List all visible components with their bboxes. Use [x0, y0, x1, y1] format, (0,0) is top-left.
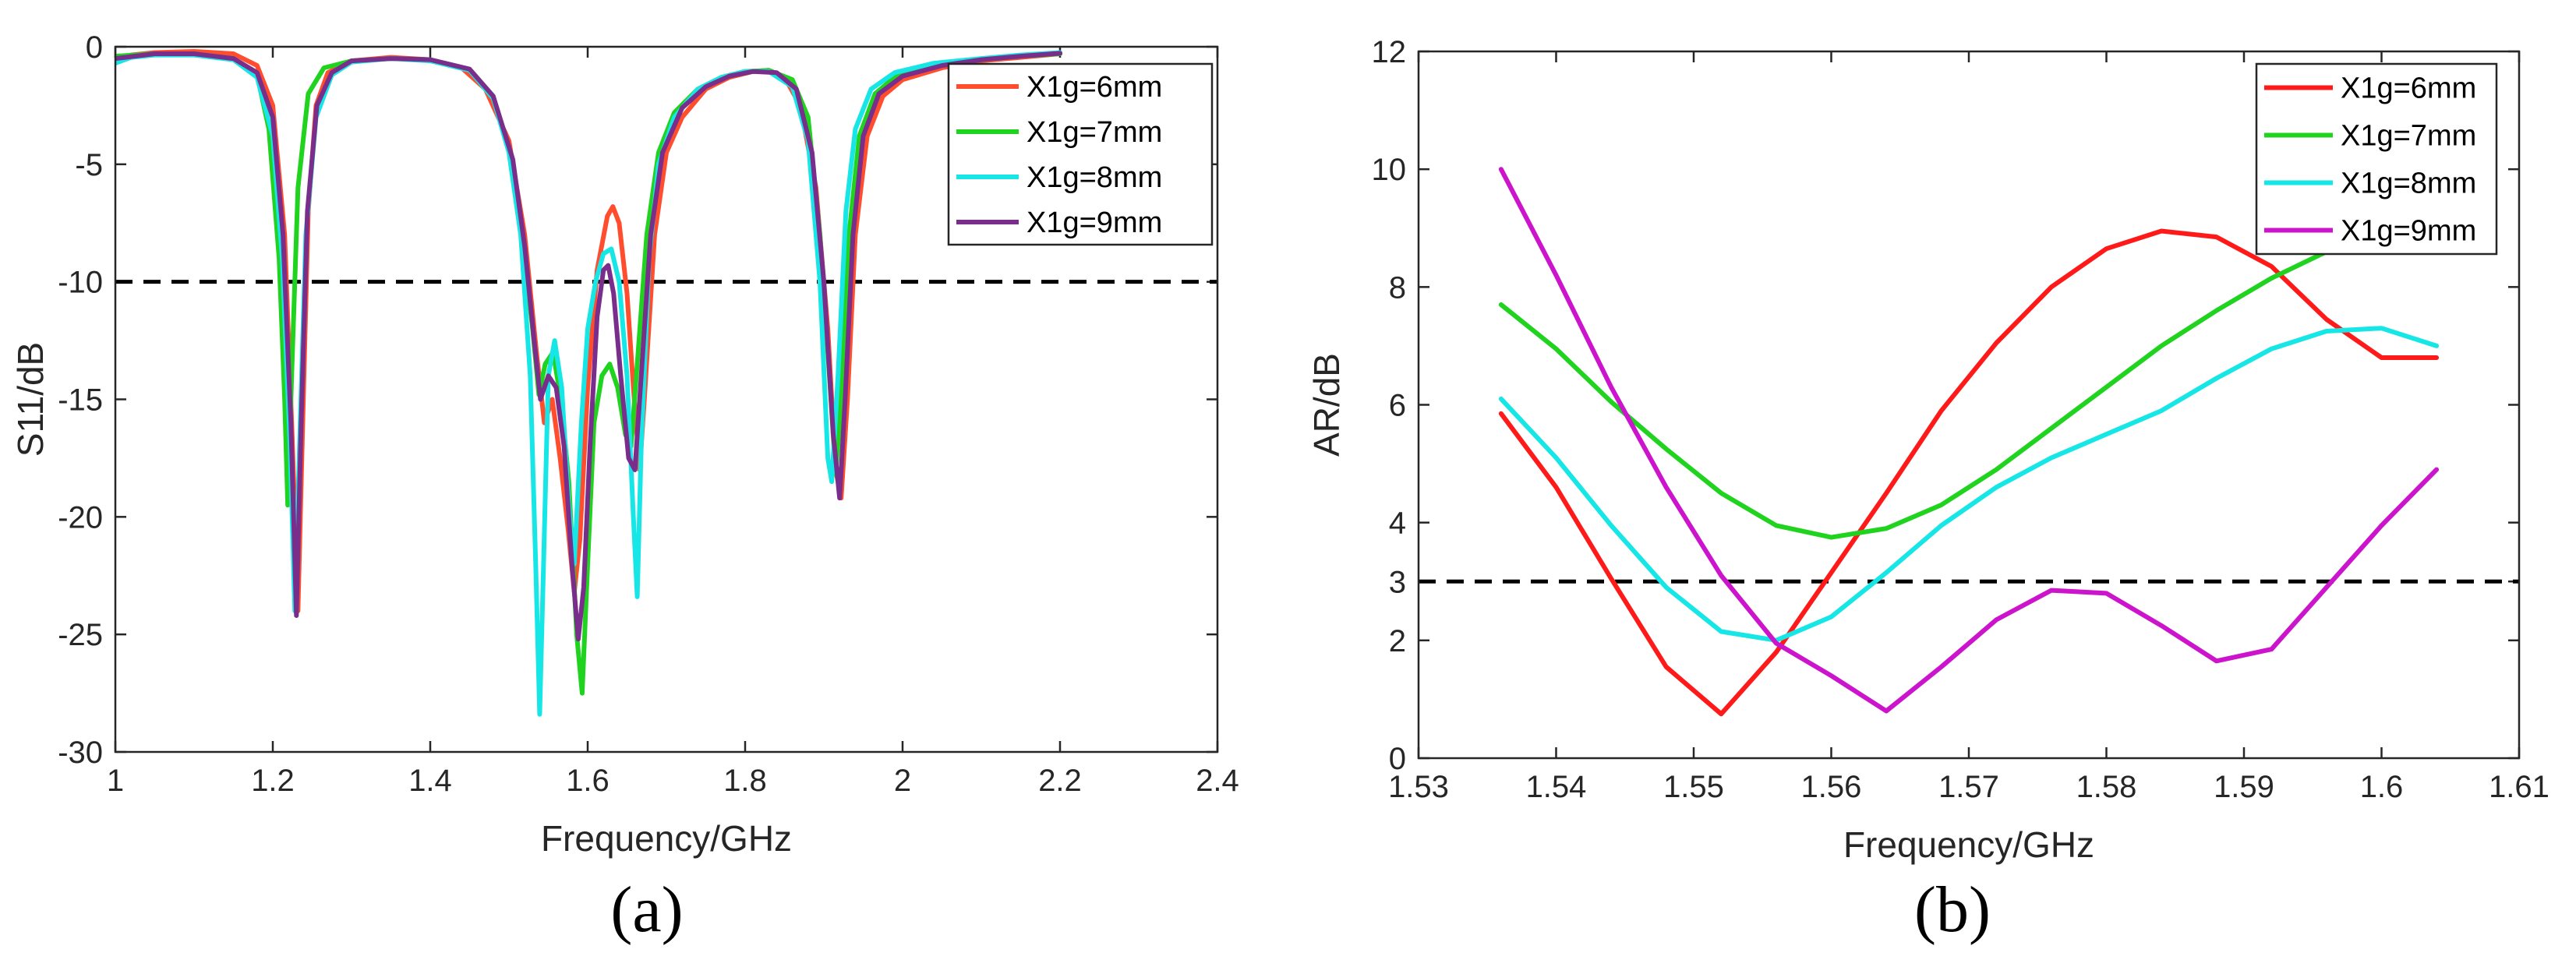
chart-b: 1.53 1.54 1.55 1.56 1.57 1.58 1.59 1.6 1.61 0 2 3 4 6… [1306, 35, 2549, 946]
x-tick-label: 1.55 [1663, 770, 1724, 804]
x-tick-label: 1.4 [408, 764, 452, 798]
x-tick-label: 1.8 [723, 764, 767, 798]
x-tick-label: 1.2 [251, 764, 295, 798]
plot-frame [1417, 50, 2521, 760]
y-tick-label: 4 [1389, 506, 1406, 541]
series-line-2 [1498, 249, 2329, 540]
y-tick-label: 6 [1389, 389, 1406, 423]
legend: X1g=6mm X1g=7mm X1g=8mm X1g=9mm [947, 62, 1214, 246]
y-tick-label: 8 [1389, 270, 1406, 305]
legend-label: X1g=6mm [2341, 72, 2476, 105]
series-line-4 [1498, 167, 2440, 714]
y-tick-label: -20 [58, 500, 103, 535]
y-tick-label: 2 [1389, 624, 1406, 658]
legend: X1g=6mm X1g=7mm X1g=8mm X1g=9mm [2255, 62, 2498, 256]
x-tick-label: 1.58 [2076, 770, 2137, 804]
y-axis-label: S11/dB [10, 342, 51, 457]
x-tick-label: 2.2 [1038, 764, 1082, 798]
x-tick-label: 1.53 [1388, 770, 1449, 804]
y-tick-label: 0 [86, 30, 103, 65]
x-tick-label: 2 [894, 764, 911, 798]
x-tick-label: 2.4 [1196, 764, 1239, 798]
y-tick-label: -25 [58, 618, 103, 652]
y-tick-label: -30 [58, 736, 103, 770]
legend-label: X1g=7mm [1027, 116, 1162, 149]
x-tick-label: 1.6 [566, 764, 610, 798]
x-axis-label: Frequency/GHz [1843, 824, 2094, 865]
y-tick-label: -15 [58, 383, 103, 418]
panel-caption: (b) [1914, 873, 1991, 946]
panel-caption: (a) [610, 873, 683, 946]
x-tick-label: 1.6 [2360, 770, 2404, 804]
series-line-4 [115, 51, 1062, 642]
y-tick-label: 0 [1389, 742, 1406, 776]
x-tick-label: 1.56 [1801, 770, 1862, 804]
y-tick-label: -10 [58, 266, 103, 300]
y-tick-label: 3 [1389, 565, 1406, 599]
x-tick-label: 1.59 [2214, 770, 2274, 804]
legend-box [947, 62, 1214, 246]
chart-a: 1 1.2 1.4 1.6 1.8 2 2.2 2.4 0 -5 -10 -15 -20 -25 -30 X1… [10, 30, 1239, 946]
legend-label: X1g=6mm [1027, 71, 1162, 104]
x-tick-label: 1.61 [2489, 770, 2549, 804]
y-axis-label: AR/dB [1306, 353, 1347, 457]
x-tick-label: 1.54 [1526, 770, 1587, 804]
legend-label: X1g=9mm [1027, 206, 1162, 239]
x-axis-label: Frequency/GHz [541, 818, 792, 859]
legend-label: X1g=7mm [2341, 120, 2476, 153]
x-tick-label: 1.57 [1938, 770, 1999, 804]
plot-frame [114, 45, 1219, 753]
legend-box [2255, 62, 2498, 256]
y-tick-label: -5 [75, 148, 103, 182]
legend-label: X1g=9mm [2341, 215, 2476, 248]
x-tick-label: 1 [107, 764, 124, 798]
y-tick-label: 10 [1372, 153, 1407, 187]
legend-label: X1g=8mm [1027, 161, 1162, 194]
y-tick-label: 12 [1372, 35, 1407, 69]
legend-label: X1g=8mm [2341, 168, 2476, 200]
series-line-3 [1498, 326, 2440, 643]
